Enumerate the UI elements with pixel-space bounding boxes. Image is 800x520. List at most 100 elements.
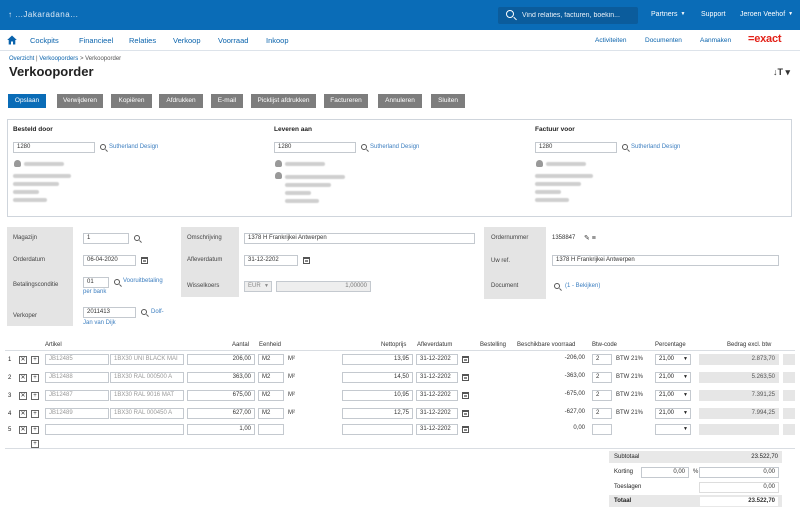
orderdatum-input[interactable]: 06-04-2020 xyxy=(83,255,136,266)
search-icon[interactable] xyxy=(554,283,560,289)
print-picklist-button[interactable]: Picklijst afdrukken xyxy=(251,94,316,108)
activiteiten-link[interactable]: Activiteiten xyxy=(595,37,627,44)
document-link[interactable]: (1 - Bekijken) xyxy=(565,283,601,289)
app-name[interactable]: ↑ ...Jakaradana... xyxy=(8,10,79,19)
percentage-select[interactable]: 21,00 ▼ xyxy=(655,408,691,419)
calendar-icon[interactable] xyxy=(462,356,469,363)
artikel-code-input[interactable]: JB12485 xyxy=(45,354,109,365)
aantal-input[interactable]: 627,00 xyxy=(187,408,255,419)
delete-button[interactable]: Verwijderen xyxy=(57,94,103,108)
search-icon[interactable] xyxy=(141,309,147,315)
eenheid-input[interactable]: M2 xyxy=(258,408,284,419)
besteld-door-code-input[interactable]: 1280 xyxy=(13,142,95,153)
magazijn-input[interactable]: 1 xyxy=(83,233,129,244)
menu-item-inkoop[interactable]: Inkoop xyxy=(266,36,289,45)
discount-amount-input[interactable]: 0,00 xyxy=(699,467,779,478)
nettoprijs-input[interactable]: 12,75 xyxy=(342,408,413,419)
search-icon[interactable] xyxy=(134,235,140,241)
copy-button[interactable]: Kopiëren xyxy=(111,94,152,108)
search-icon[interactable] xyxy=(622,144,628,150)
eenheid-input[interactable]: M2 xyxy=(258,390,284,401)
print-button[interactable]: Afdrukken xyxy=(159,94,203,108)
artikel-code-input[interactable]: JB12489 xyxy=(45,408,109,419)
betalingsconditie-link[interactable]: Vooruitbetaling xyxy=(123,278,163,284)
artikel-desc-input[interactable]: 1BX30 RAL 000500 A xyxy=(110,372,184,383)
nettoprijs-input[interactable]: 13,95 xyxy=(342,354,413,365)
aantal-input[interactable]: 675,00 xyxy=(187,390,255,401)
btw-code-input[interactable]: 2 xyxy=(592,354,612,365)
nettoprijs-input[interactable] xyxy=(342,424,413,435)
delete-row-icon[interactable]: ✕ xyxy=(19,392,27,400)
calendar-icon[interactable] xyxy=(462,426,469,433)
btw-code-input[interactable]: 2 xyxy=(592,372,612,383)
afleverdatum-row-input[interactable]: 31-12-2202 xyxy=(416,408,458,419)
percentage-select[interactable]: 21,00 ▼ xyxy=(655,354,691,365)
contact-icon[interactable] xyxy=(536,160,543,167)
besteld-door-link[interactable]: Sutherland Design xyxy=(109,144,159,150)
afleverdatum-row-input[interactable]: 31-12-2202 xyxy=(416,372,458,383)
verkoper-link[interactable]: Dolf- xyxy=(151,309,164,315)
save-button[interactable]: Opslaan xyxy=(8,94,46,108)
verkoper-link-2[interactable]: Jan van Dijk xyxy=(83,320,116,326)
contact-icon[interactable] xyxy=(14,160,21,167)
aantal-input[interactable]: 363,00 xyxy=(187,372,255,383)
calendar-icon[interactable] xyxy=(141,257,148,264)
leveren-aan-code-input[interactable]: 1280 xyxy=(274,142,356,153)
menu-item-cockpits[interactable]: Cockpits xyxy=(30,36,59,45)
wisselkoers-currency-select[interactable]: EUR ▼ xyxy=(244,281,272,292)
artikel-desc-input[interactable]: 1BX30 UNI BLACK MAI xyxy=(110,354,184,365)
search-icon[interactable] xyxy=(361,144,367,150)
artikel-desc-input[interactable]: 1BX30 RAL 000450 A xyxy=(110,408,184,419)
global-search[interactable] xyxy=(498,7,638,24)
afleverdatum-row-input[interactable]: 31-12-2202 xyxy=(416,424,458,435)
edit-ordernumber-icon[interactable]: ✎ ≡ xyxy=(584,235,596,242)
afleverdatum-row-input[interactable]: 31-12-2202 xyxy=(416,354,458,365)
search-icon[interactable] xyxy=(100,144,106,150)
btw-code-input[interactable]: 2 xyxy=(592,390,612,401)
email-button[interactable]: E-mail xyxy=(211,94,243,108)
delete-row-icon[interactable]: ✕ xyxy=(19,426,27,434)
eenheid-input[interactable]: M2 xyxy=(258,372,284,383)
afleverdatum-row-input[interactable]: 31-12-2202 xyxy=(416,390,458,401)
nettoprijs-input[interactable]: 14,50 xyxy=(342,372,413,383)
search-input[interactable] xyxy=(522,9,634,22)
calendar-icon[interactable] xyxy=(462,410,469,417)
artikel-desc-input[interactable]: 1BX30 RAL 9016 MAT xyxy=(110,390,184,401)
afleverdatum-input[interactable]: 31-12-2202 xyxy=(244,255,298,266)
factuur-voor-link[interactable]: Sutherland Design xyxy=(631,144,681,150)
wisselkoers-input[interactable]: 1,00000 xyxy=(276,281,371,292)
sort-icon[interactable]: ↓T ▾ xyxy=(773,67,791,77)
omschrijving-input[interactable]: 1378 H Frankrijkei Antwerpen xyxy=(244,233,475,244)
add-row-icon[interactable]: + xyxy=(31,374,39,382)
delete-row-icon[interactable]: ✕ xyxy=(19,410,27,418)
aanmaken-link[interactable]: Aanmaken xyxy=(700,37,732,44)
calendar-icon[interactable] xyxy=(462,392,469,399)
uw-ref-input[interactable]: 1378 H Frankrijkei Antwerpen xyxy=(552,255,779,266)
eenheid-input[interactable] xyxy=(258,424,284,435)
artikel-code-input[interactable]: JB12488 xyxy=(45,372,109,383)
add-row-icon[interactable]: + xyxy=(31,426,39,434)
verkoper-input[interactable]: 2011413 xyxy=(83,307,136,318)
add-row-icon[interactable]: + xyxy=(31,440,39,448)
nettoprijs-input[interactable]: 10,95 xyxy=(342,390,413,401)
aantal-input[interactable]: 206,00 xyxy=(187,354,255,365)
documenten-link[interactable]: Documenten xyxy=(645,37,682,44)
add-row-icon[interactable]: + xyxy=(31,356,39,364)
aantal-input[interactable]: 1,00 xyxy=(187,424,255,435)
support-link[interactable]: Support xyxy=(701,11,726,18)
betalingsconditie-link-2[interactable]: per bank xyxy=(83,289,107,295)
artikel-code-input[interactable]: JB12487 xyxy=(45,390,109,401)
search-icon[interactable] xyxy=(114,279,120,285)
close-button[interactable]: Sluiten xyxy=(431,94,465,108)
home-icon[interactable] xyxy=(7,35,17,45)
betalingsconditie-input[interactable]: 01 xyxy=(83,277,109,288)
invoice-button[interactable]: Factureren xyxy=(324,94,368,108)
eenheid-input[interactable]: M2 xyxy=(258,354,284,365)
add-row-icon[interactable]: + xyxy=(31,392,39,400)
artikel-code-input[interactable] xyxy=(45,424,184,435)
add-row-icon[interactable]: + xyxy=(31,410,39,418)
btw-code-input[interactable] xyxy=(592,424,612,435)
address-icon[interactable] xyxy=(275,172,282,179)
partners-menu[interactable]: Partners ▼ xyxy=(651,11,685,18)
breadcrumb-verkooporders[interactable]: Verkooporders xyxy=(39,56,79,62)
